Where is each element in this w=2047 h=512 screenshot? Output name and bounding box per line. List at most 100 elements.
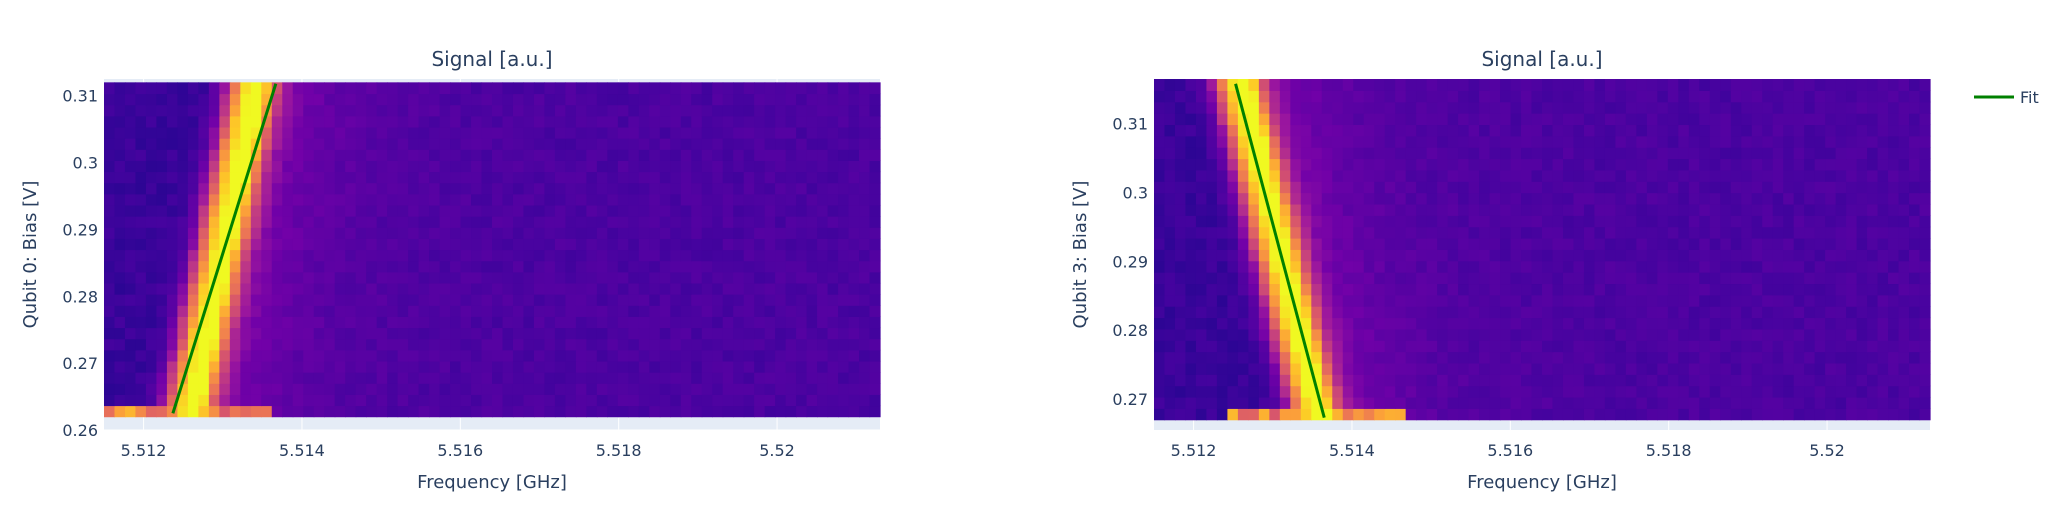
heatmap-cell <box>1751 249 1763 262</box>
heatmap-cell <box>313 193 325 206</box>
heatmap-cell <box>1909 79 1921 91</box>
heatmap-cell <box>303 372 315 384</box>
heatmap-cell <box>512 305 525 317</box>
heatmap-cell <box>114 249 126 262</box>
heatmap-cell <box>1195 181 1208 194</box>
heatmap-cell <box>1374 340 1386 353</box>
heatmap-cell <box>743 282 755 295</box>
heatmap-cell <box>313 260 325 273</box>
heatmap-cell <box>1521 328 1533 341</box>
heatmap-cell <box>1762 283 1774 296</box>
heatmap-cell <box>1405 237 1417 250</box>
heatmap-cell <box>1216 283 1229 296</box>
heatmap-cell <box>492 405 504 418</box>
heatmap-cell <box>240 249 252 262</box>
heatmap-cell <box>1646 203 1658 216</box>
heatmap-cell <box>1269 396 1281 409</box>
heatmap-cell <box>1195 169 1208 182</box>
heatmap-cell <box>1909 113 1921 126</box>
heatmap-cell <box>1374 158 1386 171</box>
heatmap-cell <box>418 249 430 262</box>
heatmap-cell <box>1604 340 1617 353</box>
heatmap-cell <box>1458 283 1470 296</box>
heatmap-cell <box>219 394 231 407</box>
heatmap-cell <box>1195 408 1208 421</box>
heatmap-cell <box>586 149 598 161</box>
heatmap-cell <box>1573 294 1585 307</box>
heatmap-cell <box>345 126 357 139</box>
heatmap-cell <box>1730 101 1742 114</box>
heatmap-cell <box>1216 306 1229 319</box>
heatmap-cell <box>523 93 535 106</box>
heatmap-cell <box>177 204 189 217</box>
heatmap-cell <box>1615 203 1627 216</box>
heatmap-cell <box>1311 283 1323 296</box>
heatmap-cell <box>177 104 189 117</box>
heatmap-cell <box>481 316 493 329</box>
heatmap-cell <box>1248 340 1260 353</box>
heatmap-cell <box>1500 90 1512 103</box>
heatmap-cell <box>628 394 640 407</box>
heatmap-cell <box>743 82 755 95</box>
heatmap-cell <box>1521 90 1533 103</box>
heatmap-cell <box>743 115 755 128</box>
heatmap-cell <box>523 372 535 384</box>
heatmap-cell <box>1877 306 1889 319</box>
heatmap-cell <box>1206 192 1218 205</box>
heatmap-cell <box>1594 385 1606 398</box>
heatmap-cell <box>1258 306 1270 319</box>
heatmap-cell <box>1846 283 1858 296</box>
heatmap-cell <box>680 193 692 206</box>
heatmap-cell <box>1269 374 1281 387</box>
heatmap-cell <box>512 126 525 139</box>
heatmap-cell <box>1751 181 1763 194</box>
heatmap-cell <box>1720 260 1732 273</box>
heatmap-cell <box>187 82 199 95</box>
heatmap-cell <box>523 327 535 340</box>
heatmap-cell <box>1709 340 1721 353</box>
heatmap-cell <box>1300 79 1312 91</box>
heatmap-cell <box>1856 90 1868 103</box>
heatmap-cell <box>187 260 199 273</box>
heatmap-cell <box>775 126 787 139</box>
heatmap-cell <box>1510 249 1522 262</box>
heatmap-cell <box>1269 408 1281 421</box>
heatmap-cell <box>1300 181 1312 194</box>
heatmap-cell <box>1510 101 1522 114</box>
heatmap-cell <box>240 394 252 407</box>
heatmap-cell <box>1510 317 1522 330</box>
heatmap-cell <box>1646 283 1658 296</box>
heatmap-cell <box>471 349 483 362</box>
heatmap-cell <box>1856 351 1868 364</box>
heatmap-cell <box>1562 135 1575 148</box>
heatmap-cell <box>1594 408 1606 421</box>
heatmap-cell <box>1384 374 1396 387</box>
heatmap-cell <box>733 216 745 228</box>
heatmap-cell <box>806 126 818 139</box>
heatmap-cell <box>796 104 808 117</box>
heatmap-cell <box>1615 306 1627 319</box>
legend[interactable]: Fit <box>1974 88 2039 107</box>
heatmap-cell <box>670 216 682 228</box>
heatmap-cell <box>1164 215 1176 228</box>
heatmap-cell <box>1909 351 1921 364</box>
heatmap-cell <box>366 360 378 373</box>
heatmap-cell <box>1374 283 1386 296</box>
heatmap-cell <box>596 349 608 362</box>
heatmap-cell <box>586 171 598 184</box>
heatmap-cell <box>533 271 546 284</box>
heatmap-cell <box>1458 260 1470 273</box>
heatmap-cell <box>691 338 703 351</box>
heatmap-cell <box>1636 124 1648 137</box>
heatmap-cell <box>1751 79 1763 91</box>
heatmap-cell <box>523 160 535 173</box>
heatmap-cell <box>869 149 881 161</box>
heatmap-cell <box>1185 215 1197 228</box>
heatmap-cell <box>1405 340 1417 353</box>
heatmap-cell <box>743 204 755 217</box>
heatmap-cell <box>1479 90 1491 103</box>
heatmap-cell <box>124 227 137 239</box>
heatmap-cell <box>135 349 147 362</box>
heatmap-cell <box>1384 272 1396 285</box>
heatmap-cell <box>1437 215 1449 228</box>
